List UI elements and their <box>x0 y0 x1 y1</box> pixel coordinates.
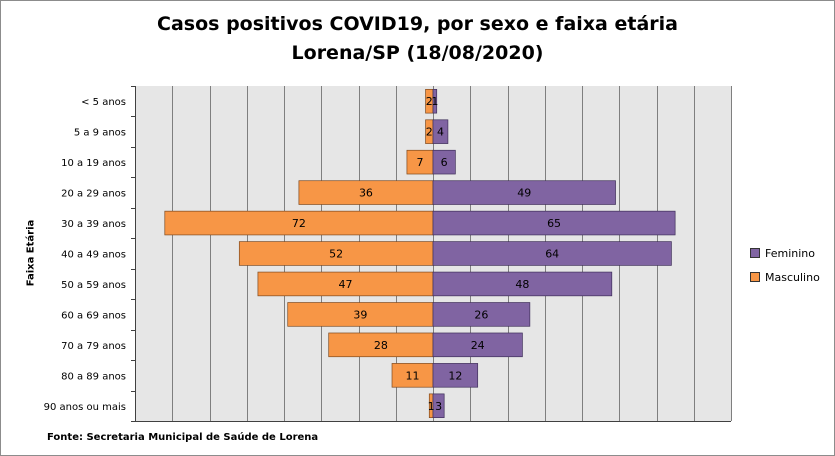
legend: Feminino Masculino <box>750 241 820 289</box>
bar-feminino <box>432 88 438 114</box>
tick-label: 60 a 69 anos <box>61 310 126 321</box>
tick-label: 20 a 29 anos <box>61 189 126 200</box>
legend-swatch-feminino <box>750 248 760 258</box>
tick-label: 50 a 59 anos <box>61 280 126 291</box>
bar-feminino <box>432 302 531 327</box>
legend-label-masculino: Masculino <box>765 270 820 284</box>
data-label-feminino: 49 <box>517 187 531 200</box>
data-label-masculino: 39 <box>353 308 367 321</box>
chart-title: Casos positivos COVID19, por sexo e faix… <box>0 10 835 68</box>
data-label-masculino: 28 <box>374 339 388 352</box>
bar-feminino <box>432 393 445 418</box>
y-axis-label: Faixa Etária <box>25 219 37 287</box>
tick-label: 90 anos ou mais <box>44 402 126 413</box>
bar-feminino <box>432 180 616 205</box>
data-label-masculino: 36 <box>359 187 373 200</box>
legend-item-feminino: Feminino <box>750 241 820 265</box>
data-label-feminino: 48 <box>515 278 529 291</box>
legend-label-feminino: Feminino <box>765 246 815 260</box>
tick-label: 5 a 9 anos <box>74 128 126 139</box>
data-label-feminino: 1 <box>431 95 438 108</box>
data-label-feminino: 3 <box>435 400 442 413</box>
data-label-masculino: 2 <box>426 126 433 139</box>
data-label-feminino: 26 <box>474 308 488 321</box>
data-label-feminino: 65 <box>547 217 561 230</box>
source-note: Fonte: Secretaria Municipal de Saúde de … <box>47 432 319 443</box>
data-label-feminino: 64 <box>545 248 559 261</box>
data-label-feminino: 4 <box>437 126 444 139</box>
data-label-masculino: 1 <box>428 400 435 413</box>
data-label-feminino: 24 <box>471 339 485 352</box>
data-label-masculino: 11 <box>406 369 420 382</box>
data-label-masculino: 52 <box>329 248 343 261</box>
legend-swatch-masculino <box>750 272 760 282</box>
bar-feminino <box>432 241 672 266</box>
tick-label: 70 a 79 anos <box>61 341 126 352</box>
legend-item-masculino: Masculino <box>750 265 820 289</box>
tick-label: 30 a 39 anos <box>61 219 126 230</box>
bar-feminino <box>432 210 676 236</box>
data-label-masculino: 47 <box>338 278 352 291</box>
data-label-masculino: 72 <box>292 217 306 230</box>
tick-label: 40 a 49 anos <box>61 250 126 261</box>
bar-feminino <box>432 119 449 144</box>
tick-label: 80 a 89 anos <box>61 371 126 382</box>
title-line-1: Casos positivos COVID19, por sexo e faix… <box>157 13 678 35</box>
bar-feminino <box>432 363 479 388</box>
bar-feminino <box>432 332 523 358</box>
bar-feminino <box>432 271 613 297</box>
tick-label: 10 a 19 anos <box>61 158 126 169</box>
data-label-feminino: 6 <box>441 156 448 169</box>
data-label-masculino: 2 <box>426 95 433 108</box>
tick-label: < 5 anos <box>81 97 126 108</box>
bar-feminino <box>432 149 456 175</box>
title-line-2: Lorena/SP (18/08/2020) <box>291 42 544 64</box>
data-label-feminino: 12 <box>448 369 462 382</box>
data-label-masculino: 7 <box>416 156 423 169</box>
